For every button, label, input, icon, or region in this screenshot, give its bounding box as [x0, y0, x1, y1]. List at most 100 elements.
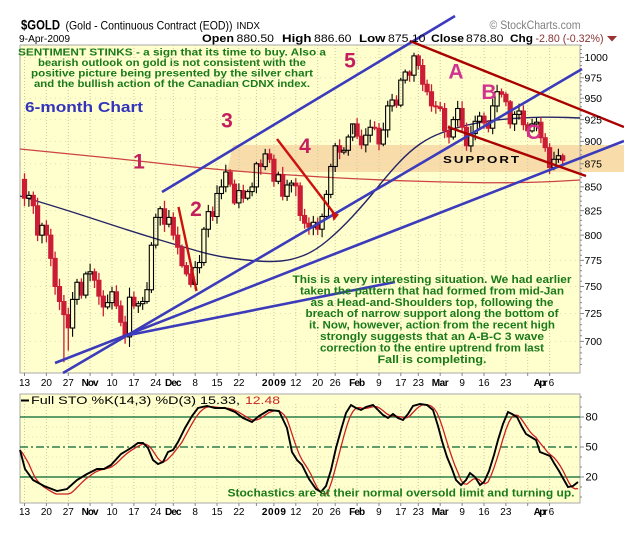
svg-text:20: 20 — [312, 507, 324, 518]
svg-text:correction to the entire uptre: correction to the entire uptrend from la… — [320, 342, 544, 354]
svg-text:15: 15 — [211, 378, 223, 389]
svg-text:23: 23 — [413, 378, 425, 389]
svg-text:9: 9 — [376, 378, 382, 389]
svg-text:Mar: Mar — [432, 378, 449, 389]
svg-text:-2.80 (-0.32%): -2.80 (-0.32%) — [536, 33, 604, 45]
svg-text:6: 6 — [549, 378, 555, 389]
svg-text:23: 23 — [500, 507, 512, 518]
svg-text:Mar: Mar — [432, 507, 449, 518]
svg-text:Feb: Feb — [349, 378, 365, 389]
svg-text:bearish outlook on gold is not: bearish outlook on gold is not consisten… — [38, 57, 306, 69]
svg-text:Full STO %K(14,3) %D(3) 15.33,: Full STO %K(14,3) %D(3) 15.33, — [31, 395, 240, 407]
svg-text:Open: Open — [202, 33, 234, 45]
svg-text:825: 825 — [585, 205, 603, 217]
svg-text:(Gold - Continuous Contract (E: (Gold - Continuous Contract (EOD)) — [66, 19, 233, 33]
svg-text:8: 8 — [192, 378, 198, 389]
svg-text:breach of narrow support along: breach of narrow support along the botto… — [306, 308, 559, 320]
svg-text:850: 850 — [585, 182, 603, 194]
svg-text:Chg: Chg — [510, 33, 533, 45]
svg-text:20: 20 — [41, 507, 53, 518]
svg-text:9: 9 — [376, 507, 382, 518]
svg-text:20: 20 — [41, 378, 53, 389]
svg-text:Nov: Nov — [82, 378, 99, 389]
svg-text:50: 50 — [586, 442, 598, 454]
svg-text:8: 8 — [192, 507, 198, 518]
svg-text:2009: 2009 — [262, 378, 286, 389]
svg-text:875: 875 — [585, 159, 603, 171]
svg-text:9: 9 — [459, 507, 465, 518]
svg-text:Nov: Nov — [82, 507, 99, 518]
svg-text:A: A — [448, 60, 463, 83]
svg-text:© StockCharts.com: © StockCharts.com — [490, 18, 581, 32]
svg-text:15: 15 — [211, 507, 223, 518]
svg-text:INDX: INDX — [237, 20, 261, 32]
svg-text:925: 925 — [585, 114, 603, 126]
svg-text:5: 5 — [344, 50, 356, 73]
svg-text:Low: Low — [359, 33, 386, 45]
svg-text:17: 17 — [128, 378, 140, 389]
svg-text:800: 800 — [585, 230, 603, 242]
svg-text:12: 12 — [290, 378, 302, 389]
svg-text:12.48: 12.48 — [245, 395, 280, 407]
svg-text:and the bullish action of the: and the bullish action of the Canadian C… — [34, 78, 310, 90]
svg-text:Dec: Dec — [165, 378, 182, 389]
svg-text:C: C — [526, 121, 541, 144]
svg-text:9-Apr-2009: 9-Apr-2009 — [19, 33, 70, 45]
svg-text:27: 27 — [63, 378, 75, 389]
svg-text:22: 22 — [233, 507, 245, 518]
svg-text:880.50: 880.50 — [237, 33, 275, 45]
svg-text:Stochastics are at their norma: Stochastics are at their normal oversold… — [228, 488, 575, 500]
svg-text:886.60: 886.60 — [314, 33, 352, 45]
svg-text:$GOLD: $GOLD — [21, 18, 60, 33]
svg-text:1000: 1000 — [585, 52, 609, 64]
svg-text:17: 17 — [395, 378, 407, 389]
svg-text:Fall is completing.: Fall is completing. — [378, 354, 487, 366]
svg-text:SUPPORT: SUPPORT — [443, 155, 521, 166]
svg-text:Apr: Apr — [534, 378, 548, 389]
svg-text:26: 26 — [330, 378, 342, 389]
svg-text:23: 23 — [413, 507, 425, 518]
svg-text:725: 725 — [585, 308, 603, 320]
svg-text:26: 26 — [330, 507, 342, 518]
svg-text:12: 12 — [290, 507, 302, 518]
svg-text:6: 6 — [549, 507, 555, 518]
svg-text:17: 17 — [128, 507, 140, 518]
svg-text:positive picture being present: positive picture being presented by the … — [31, 68, 314, 80]
svg-text:750: 750 — [585, 281, 603, 293]
svg-text:80: 80 — [586, 412, 598, 424]
svg-text:SENTIMENT STINKS - a sign that: SENTIMENT STINKS - a sign that its time … — [18, 47, 326, 59]
svg-text:875.10: 875.10 — [388, 33, 426, 45]
svg-text:16: 16 — [478, 378, 490, 389]
svg-text:High: High — [282, 33, 312, 45]
svg-text:3: 3 — [221, 110, 233, 133]
svg-text:24: 24 — [150, 507, 162, 518]
svg-text:This is a very interesting sit: This is a very interesting situation. We… — [293, 274, 573, 286]
svg-text:Apr: Apr — [534, 507, 548, 518]
svg-text:Dec: Dec — [165, 507, 182, 518]
svg-text:16: 16 — [478, 507, 490, 518]
svg-text:Feb: Feb — [349, 507, 365, 518]
svg-text:13: 13 — [19, 507, 31, 518]
svg-text:700: 700 — [585, 336, 603, 348]
svg-text:2: 2 — [190, 198, 202, 221]
svg-text:6-month Chart: 6-month Chart — [25, 99, 143, 116]
svg-text:13: 13 — [19, 378, 31, 389]
svg-text:10: 10 — [106, 378, 118, 389]
svg-text:878.80: 878.80 — [466, 33, 504, 45]
svg-text:B: B — [481, 81, 496, 104]
svg-text:10: 10 — [106, 507, 118, 518]
svg-text:950: 950 — [585, 93, 603, 105]
svg-text:it. Now, however, action from: it. Now, however, action from the recent… — [309, 320, 555, 332]
svg-text:9: 9 — [459, 378, 465, 389]
svg-text:Close: Close — [431, 33, 464, 45]
svg-text:20: 20 — [586, 472, 598, 484]
svg-text:taken the pattern that had for: taken the pattern that had formed from m… — [300, 285, 564, 297]
svg-text:975: 975 — [585, 72, 603, 84]
svg-text:20: 20 — [312, 378, 324, 389]
svg-text:24: 24 — [150, 378, 162, 389]
svg-text:17: 17 — [395, 507, 407, 518]
svg-text:1: 1 — [133, 151, 145, 174]
svg-text:900: 900 — [585, 136, 603, 148]
svg-text:strongly suggests that an A-B-: strongly suggests that an A-B-C 3 wave — [320, 331, 544, 343]
svg-text:775: 775 — [585, 255, 603, 267]
